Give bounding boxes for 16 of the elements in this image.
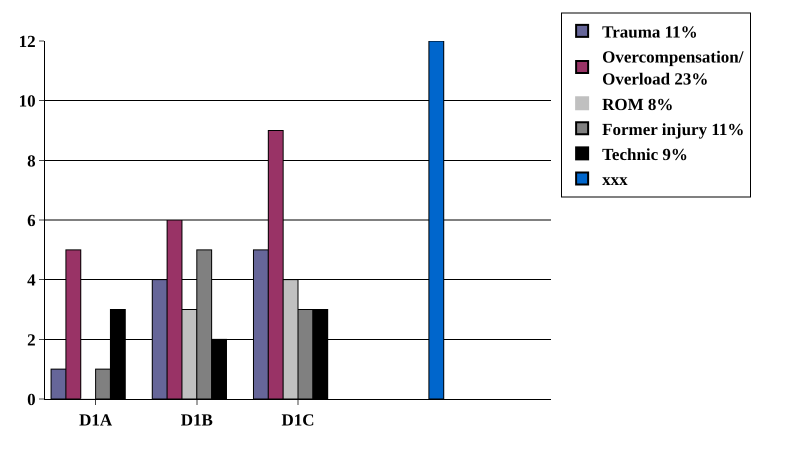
legend-label: xxx bbox=[602, 170, 628, 190]
y-tick-label: 6 bbox=[27, 210, 36, 230]
legend-label: Former injury 11% bbox=[602, 120, 744, 139]
y-tick-label: 4 bbox=[27, 270, 36, 290]
y-tick-label: 12 bbox=[18, 32, 36, 51]
y-tick-label: 2 bbox=[27, 330, 36, 350]
x-tick-label: D1A bbox=[79, 410, 113, 430]
x-tick-label: D1C bbox=[281, 410, 315, 430]
y-tick-label: 10 bbox=[18, 92, 36, 111]
legend-label: ROM 8% bbox=[602, 94, 674, 114]
x-tick-label: D1B bbox=[180, 410, 213, 430]
legend-label: Trauma 11% bbox=[602, 22, 698, 42]
y-tick-label: 8 bbox=[27, 151, 36, 170]
y-tick-label: 0 bbox=[27, 390, 36, 409]
legend-label: Overcompensation/ Overload 23% bbox=[602, 48, 744, 89]
legend-label: Technic 9% bbox=[602, 145, 688, 164]
